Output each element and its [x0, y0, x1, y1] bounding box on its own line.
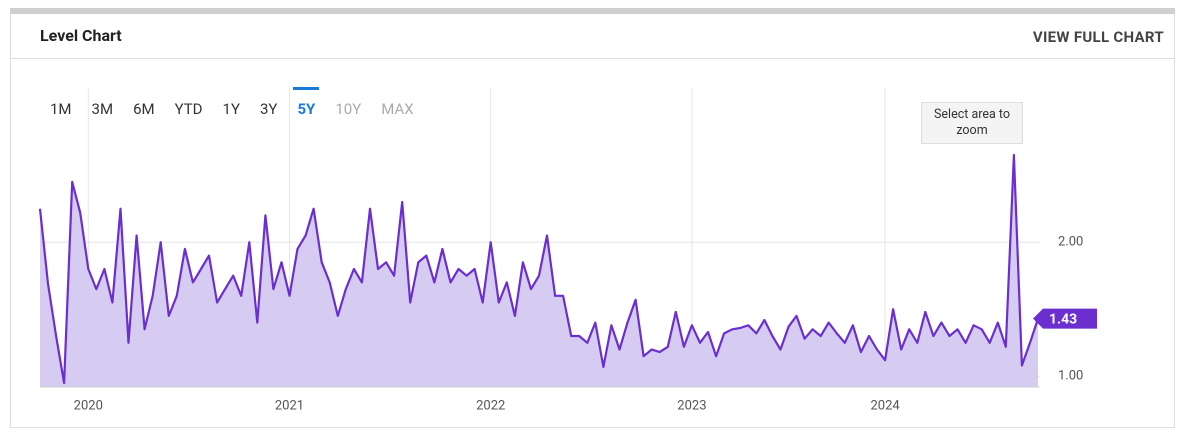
- divider: [10, 58, 1175, 59]
- range-buttons: 1M 3M 6M YTD 1Y 3Y 5Y 10Y MAX: [40, 87, 424, 118]
- range-button[interactable]: 1Y: [222, 100, 240, 118]
- last-value-label: 1.43: [1049, 311, 1077, 327]
- view-full-chart[interactable]: VIEW FULL CHART: [1032, 28, 1164, 46]
- x-tick-label: 2021: [275, 398, 304, 413]
- range-button[interactable]: 3Y: [259, 100, 278, 118]
- panel: [10, 14, 1175, 428]
- zoom-hint: Select area to zoom: [921, 102, 1023, 144]
- range-button[interactable]: MAX: [381, 100, 414, 118]
- x-tick-label: 2020: [74, 398, 103, 413]
- range-button[interactable]: 1M: [50, 100, 72, 118]
- y-tick-label: 1.00: [1058, 369, 1083, 384]
- x-tick-label: 2022: [476, 398, 505, 413]
- last-value-badge: [1033, 308, 1097, 329]
- range-button[interactable]: 6M: [133, 100, 155, 118]
- panel-title: Level Chart: [40, 26, 122, 45]
- x-tick-label: 2023: [677, 398, 706, 413]
- range-button[interactable]: 5Y: [287, 87, 325, 118]
- x-tick-label: 2024: [870, 398, 900, 413]
- range-button[interactable]: YTD: [174, 100, 203, 118]
- y-tick-label: 2.00: [1058, 235, 1083, 250]
- range-button[interactable]: 10Y: [335, 100, 362, 118]
- top-bar: [10, 8, 1175, 14]
- range-button[interactable]: 3M: [91, 100, 114, 118]
- line: [38, 153, 1040, 385]
